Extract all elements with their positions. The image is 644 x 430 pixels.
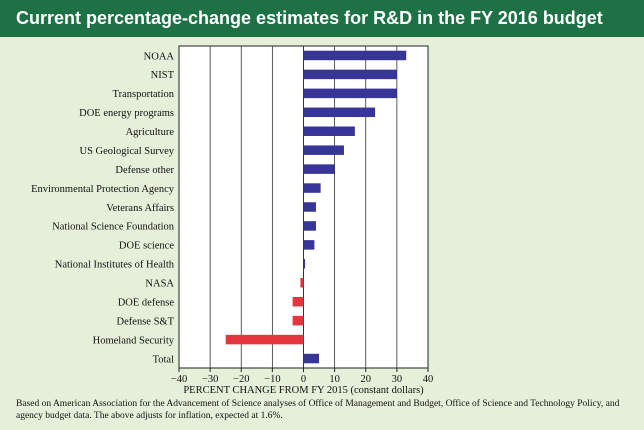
bar — [303, 202, 316, 212]
bar — [303, 145, 344, 155]
x-tick-label: 10 — [329, 374, 340, 385]
bar — [303, 107, 376, 118]
page-title: Current percentage-change estimates for … — [0, 0, 644, 37]
bar — [303, 353, 320, 364]
bar — [303, 240, 315, 250]
category-label: Total — [153, 354, 175, 365]
source-note: Based on American Association for the Ad… — [16, 399, 620, 421]
bar — [292, 296, 304, 307]
x-tick-label: 30 — [392, 374, 403, 385]
bar — [303, 183, 321, 193]
x-axis-label: PERCENT CHANGE FROM FY 2015 (constant do… — [183, 385, 424, 396]
bar — [303, 164, 335, 174]
bar — [303, 69, 397, 80]
category-label: Transportation — [113, 89, 175, 100]
category-label: NIST — [151, 70, 175, 81]
category-label: NOAA — [144, 51, 175, 62]
x-tick-label: −20 — [233, 374, 249, 385]
category-label: Agriculture — [126, 127, 175, 138]
x-tick-label: −40 — [171, 374, 187, 385]
bar — [292, 315, 304, 326]
x-tick-label: 20 — [361, 374, 372, 385]
x-tick-label: −10 — [264, 374, 280, 385]
bar — [303, 259, 306, 269]
category-label: Veterans Affairs — [106, 203, 174, 214]
category-label: US Geological Survey — [80, 146, 175, 157]
x-tick-label: −30 — [202, 374, 218, 385]
category-label: National Science Foundation — [52, 222, 175, 233]
bars — [225, 50, 407, 364]
category-label: Defense S&T — [117, 316, 175, 327]
bar — [303, 88, 397, 99]
bar — [303, 221, 316, 231]
category-label: Defense other — [115, 165, 174, 176]
x-ticks: −40 −30 −20 −10 0 10 20 30 40 — [171, 368, 433, 385]
x-tick-label: 40 — [423, 374, 434, 385]
x-tick-label: 0 — [301, 374, 306, 385]
category-label: NASA — [145, 279, 174, 290]
bar — [303, 126, 355, 136]
bar — [225, 334, 304, 345]
category-label: DOE energy programs — [79, 108, 174, 119]
bar — [300, 278, 304, 288]
gridlines — [209, 46, 398, 368]
category-label: National Institutes of Health — [55, 260, 175, 271]
bar — [303, 50, 407, 61]
category-label: Environmental Protection Agency — [31, 184, 175, 195]
bar-chart: NOAA NIST Transportation DOE energy program… — [31, 45, 433, 396]
category-labels: NOAA NIST Transportation DOE energy program… — [31, 51, 175, 365]
category-label: Homeland Security — [93, 335, 175, 346]
category-label: DOE defense — [118, 298, 175, 309]
category-label: DOE science — [119, 241, 174, 252]
